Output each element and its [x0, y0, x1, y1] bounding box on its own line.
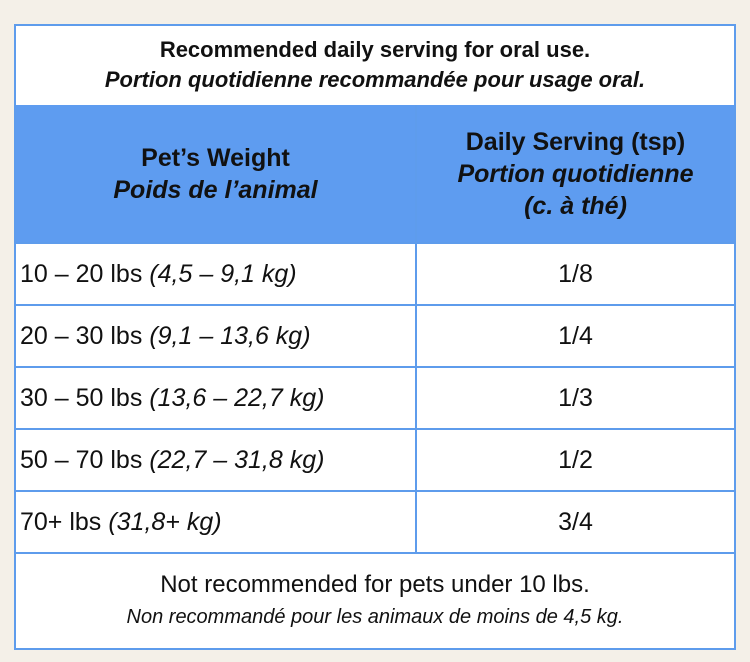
footer-line: Non recommandé pour les animaux de moins… [126, 606, 624, 628]
weight-lbs: 50 – 70 lbs [20, 446, 143, 474]
column-header: Pet’s Weight Poids de l’animal [16, 105, 415, 242]
header-line: (c. à thé) [524, 191, 627, 220]
serving-cell: 1/8 [558, 260, 593, 288]
weight-kg: (13,6 – 22,7 kg) [149, 384, 325, 412]
weight-cell: 10 – 20 lbs (4,5 – 9,1 kg) [20, 244, 297, 304]
weight-cell: 50 – 70 lbs (22,7 – 31,8 kg) [20, 430, 324, 490]
weight-kg: (22,7 – 31,8 kg) [149, 446, 325, 474]
weight-kg: (9,1 – 13,6 kg) [149, 322, 311, 350]
weight-lbs: 20 – 30 lbs [20, 322, 143, 350]
header-line: Poids de l’animal [113, 175, 318, 204]
weight-lbs: 70+ lbs [20, 508, 102, 536]
column-divider [415, 105, 417, 552]
header-line: Daily Serving (tsp) [465, 127, 686, 156]
footer-line: Not recommended for pets under 10 lbs. [160, 571, 590, 598]
title-line: Recommended daily serving for oral use. [159, 37, 591, 62]
weight-lbs: 30 – 50 lbs [20, 384, 143, 412]
table-row: 20 – 30 lbs (9,1 – 13,6 kg) 1/4 [16, 304, 734, 366]
weight-lbs: 10 – 20 lbs [20, 260, 143, 288]
footer: Not recommended for pets under 10 lbs. N… [16, 552, 734, 648]
weight-cell: 70+ lbs (31,8+ kg) [20, 492, 222, 552]
table-row: 50 – 70 lbs (22,7 – 31,8 kg) 1/2 [16, 428, 734, 490]
weight-cell: 30 – 50 lbs (13,6 – 22,7 kg) [20, 368, 324, 428]
column-header: Daily Serving (tsp) Portion quotidienne … [417, 105, 734, 242]
weight-kg: (4,5 – 9,1 kg) [149, 260, 297, 288]
serving-table: Recommended daily serving for oral use. … [14, 24, 736, 650]
weight-cell: 20 – 30 lbs (9,1 – 13,6 kg) [20, 306, 311, 366]
serving-cell: 1/2 [558, 446, 593, 474]
serving-cell: 1/4 [558, 322, 593, 350]
serving-cell: 3/4 [558, 508, 593, 536]
title-line: Portion quotidienne recommandée pour usa… [104, 67, 646, 92]
header-line: Portion quotidienne [457, 159, 694, 188]
weight-kg: (31,8+ kg) [108, 508, 222, 536]
table-row: 30 – 50 lbs (13,6 – 22,7 kg) 1/3 [16, 366, 734, 428]
table-row: 70+ lbs (31,8+ kg) 3/4 [16, 490, 734, 552]
serving-cell: 1/3 [558, 384, 593, 412]
header-line: Pet’s Weight [141, 143, 290, 172]
table-row: 10 – 20 lbs (4,5 – 9,1 kg) 1/8 [16, 242, 734, 304]
title: Recommended daily serving for oral use. … [16, 26, 734, 105]
